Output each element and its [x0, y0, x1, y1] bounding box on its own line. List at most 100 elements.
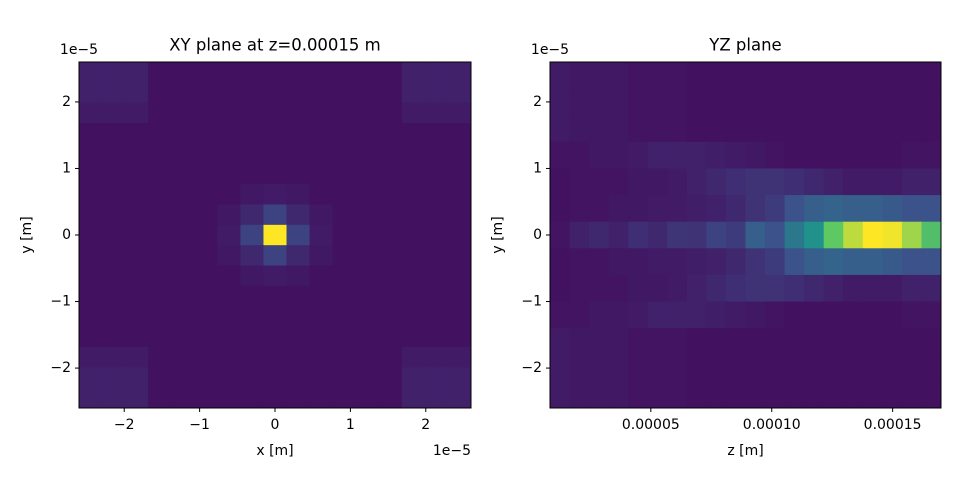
- heatmap-cell: [569, 248, 590, 276]
- heatmap-cell: [569, 354, 590, 382]
- heatmap-cell: [550, 168, 571, 196]
- heatmap-cell: [240, 285, 264, 307]
- heatmap-cell: [843, 88, 864, 116]
- heatmap-cell: [424, 245, 449, 267]
- heatmap-cell: [378, 265, 403, 287]
- heatmap-cell: [686, 381, 707, 409]
- heatmap-cell: [286, 123, 311, 144]
- heatmap-cell: [332, 123, 357, 144]
- heatmap-cell: [171, 245, 195, 267]
- heatmap-cell: [921, 381, 942, 409]
- heatmap-cell: [862, 195, 883, 223]
- heatmap-cell: [745, 168, 766, 196]
- heatmap-cell: [240, 245, 264, 267]
- heatmap-cell: [125, 163, 149, 185]
- heatmap-cell: [862, 141, 883, 169]
- heatmap-cell: [569, 328, 590, 356]
- heatmap-cell: [309, 204, 334, 226]
- heatmap-cell: [125, 306, 149, 328]
- heatmap-cell: [765, 141, 786, 169]
- heatmap-cell: [355, 265, 380, 287]
- heatmap-cell: [706, 115, 727, 143]
- heatmap-cell: [447, 102, 472, 124]
- heatmap-cell: [102, 204, 126, 226]
- heatmap-cell: [401, 102, 426, 124]
- heatmap-cell: [102, 184, 126, 205]
- heatmap-cell: [745, 195, 766, 223]
- heatmap-cell: [79, 245, 103, 267]
- heatmap-cell: [647, 62, 668, 90]
- heatmap-cell: [217, 367, 241, 389]
- heatmap-cell: [569, 62, 590, 90]
- heatmap-cell: [843, 301, 864, 329]
- heatmap-cell: [286, 163, 311, 185]
- heatmap-cell: [309, 123, 334, 144]
- heatmap-cell: [240, 62, 264, 83]
- heatmap-cell: [148, 123, 172, 144]
- heatmap-cell: [125, 143, 149, 165]
- heatmap-cell: [784, 274, 805, 303]
- heatmap-cell: [286, 224, 311, 246]
- heatmap-cell: [921, 221, 942, 249]
- heatmap-cell: [263, 245, 288, 267]
- heatmap-cell: [424, 184, 449, 205]
- heatmap-cell: [843, 354, 864, 382]
- heatmap-cell: [589, 195, 610, 223]
- heatmap-cell: [725, 88, 746, 116]
- heatmap-cell: [79, 265, 103, 287]
- heatmap-cell: [784, 301, 805, 329]
- heatmap-cell: [263, 123, 288, 144]
- heatmap-cell: [823, 141, 844, 169]
- heatmap: [79, 62, 472, 409]
- heatmap-cell: [286, 204, 311, 226]
- heatmap-cell: [309, 285, 334, 307]
- heatmap-cell: [862, 62, 883, 90]
- heatmap-cell: [171, 285, 195, 307]
- heatmap-cell: [240, 265, 264, 287]
- heatmap-cell: [217, 102, 241, 124]
- heatmap-cell: [263, 184, 288, 205]
- heatmap-cell: [550, 328, 571, 356]
- heatmap-cell: [569, 115, 590, 143]
- heatmap-cell: [217, 245, 241, 267]
- heatmap-cell: [725, 248, 746, 276]
- heatmap-cell: [102, 245, 126, 267]
- heatmap-cell: [686, 301, 707, 329]
- heatmap-cell: [148, 285, 172, 307]
- heatmap-cell: [217, 265, 241, 287]
- heatmap-cell: [102, 62, 126, 83]
- heatmap-cell: [401, 184, 426, 205]
- heatmap-cell: [823, 62, 844, 90]
- chart-title: YZ plane: [708, 36, 781, 55]
- heatmap-cell: [286, 62, 311, 83]
- heatmap-cell: [148, 82, 172, 104]
- heatmap-cell: [804, 221, 825, 249]
- heatmap-cell: [901, 115, 922, 143]
- heatmap-cell: [628, 328, 649, 356]
- heatmap-cell: [355, 123, 380, 144]
- heatmap-cell: [194, 245, 218, 267]
- heatmap-cell: [901, 88, 922, 116]
- heatmap-cell: [194, 163, 218, 185]
- heatmap-cell: [401, 306, 426, 328]
- heatmap-cell: [309, 184, 334, 205]
- heatmap-cell: [706, 195, 727, 223]
- heatmap-cell: [686, 168, 707, 196]
- heatmap-cell: [667, 248, 688, 276]
- heatmap-cell: [569, 221, 590, 249]
- x-tick-label: 1: [346, 417, 355, 433]
- heatmap-cell: [194, 143, 218, 165]
- heatmap-cell: [765, 248, 786, 276]
- heatmap-cell: [148, 265, 172, 287]
- heatmap-cell: [686, 88, 707, 116]
- heatmap-cell: [355, 367, 380, 389]
- heatmap-cell: [784, 141, 805, 169]
- heatmap-cell: [332, 184, 357, 205]
- heatmap-cell: [217, 204, 241, 226]
- heatmap-cell: [217, 326, 241, 348]
- heatmap-cell: [309, 224, 334, 246]
- heatmap-cell: [125, 346, 149, 368]
- heatmap-cell: [240, 163, 264, 185]
- heatmap-cell: [823, 274, 844, 303]
- heatmap-cell: [240, 184, 264, 205]
